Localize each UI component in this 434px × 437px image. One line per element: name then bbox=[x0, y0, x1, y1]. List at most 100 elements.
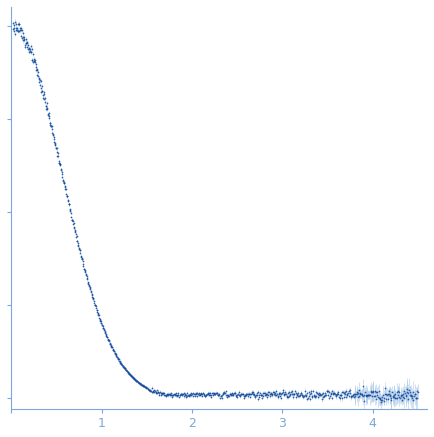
Point bbox=[321, 392, 328, 399]
Point bbox=[188, 391, 195, 398]
Point bbox=[221, 390, 228, 397]
Point bbox=[74, 239, 81, 246]
Point bbox=[177, 390, 184, 397]
Point bbox=[165, 390, 172, 397]
Point bbox=[371, 387, 378, 394]
Point bbox=[193, 391, 200, 398]
Point bbox=[382, 391, 389, 398]
Point bbox=[378, 399, 385, 406]
Point bbox=[265, 388, 272, 395]
Point bbox=[277, 390, 284, 397]
Point bbox=[281, 391, 288, 398]
Point bbox=[67, 210, 74, 217]
Point bbox=[163, 391, 170, 398]
Point bbox=[294, 392, 301, 399]
Point bbox=[390, 394, 397, 401]
Point bbox=[153, 388, 160, 395]
Point bbox=[135, 379, 142, 386]
Point bbox=[230, 390, 237, 397]
Point bbox=[174, 392, 181, 399]
Point bbox=[279, 388, 286, 395]
Point bbox=[86, 283, 93, 290]
Point bbox=[333, 393, 340, 400]
Point bbox=[38, 89, 45, 96]
Point bbox=[66, 205, 73, 212]
Point bbox=[335, 388, 342, 395]
Point bbox=[33, 64, 40, 71]
Point bbox=[359, 382, 366, 389]
Point bbox=[94, 309, 101, 316]
Point bbox=[242, 392, 249, 399]
Point bbox=[301, 392, 308, 399]
Point bbox=[85, 279, 92, 286]
Point bbox=[287, 392, 294, 399]
Point bbox=[77, 252, 84, 259]
Point bbox=[39, 87, 46, 94]
Point bbox=[135, 379, 142, 386]
Point bbox=[141, 383, 148, 390]
Point bbox=[223, 392, 230, 399]
Point bbox=[62, 184, 69, 191]
Point bbox=[260, 389, 266, 396]
Point bbox=[205, 391, 212, 398]
Point bbox=[83, 274, 90, 281]
Point bbox=[180, 390, 187, 397]
Point bbox=[367, 388, 374, 395]
Point bbox=[151, 388, 158, 395]
Point bbox=[279, 386, 286, 393]
Point bbox=[232, 389, 239, 396]
Point bbox=[154, 390, 161, 397]
Point bbox=[179, 392, 186, 399]
Point bbox=[277, 391, 284, 398]
Point bbox=[401, 395, 408, 402]
Point bbox=[201, 391, 207, 398]
Point bbox=[293, 393, 299, 400]
Point bbox=[27, 48, 34, 55]
Point bbox=[211, 390, 218, 397]
Point bbox=[362, 388, 368, 395]
Point bbox=[92, 301, 99, 308]
Point bbox=[164, 392, 171, 399]
Point bbox=[10, 27, 17, 34]
Point bbox=[315, 391, 322, 398]
Point bbox=[208, 392, 215, 399]
Point bbox=[377, 395, 384, 402]
Point bbox=[346, 392, 353, 399]
Point bbox=[364, 392, 371, 399]
Point bbox=[126, 371, 133, 378]
Point bbox=[365, 391, 372, 398]
Point bbox=[73, 237, 80, 244]
Point bbox=[167, 390, 174, 397]
Point bbox=[397, 392, 404, 399]
Point bbox=[122, 367, 129, 374]
Point bbox=[342, 391, 349, 398]
Point bbox=[259, 394, 266, 401]
Point bbox=[53, 145, 59, 152]
Point bbox=[318, 392, 325, 399]
Point bbox=[43, 105, 50, 112]
Point bbox=[352, 392, 358, 399]
Point bbox=[54, 153, 61, 160]
Point bbox=[298, 392, 305, 399]
Point bbox=[112, 350, 118, 357]
Point bbox=[100, 326, 107, 333]
Point bbox=[260, 392, 267, 399]
Point bbox=[80, 266, 87, 273]
Point bbox=[75, 242, 82, 249]
Point bbox=[47, 123, 54, 130]
Point bbox=[176, 393, 183, 400]
Point bbox=[69, 218, 76, 225]
Point bbox=[57, 161, 64, 168]
Point bbox=[120, 364, 127, 371]
Point bbox=[207, 389, 214, 396]
Point bbox=[371, 392, 378, 399]
Point bbox=[116, 358, 123, 365]
Point bbox=[209, 390, 216, 397]
Point bbox=[28, 48, 35, 55]
Point bbox=[345, 387, 352, 394]
Point bbox=[39, 91, 46, 98]
Point bbox=[325, 392, 332, 399]
Point bbox=[73, 234, 80, 241]
Point bbox=[407, 393, 414, 400]
Point bbox=[128, 373, 135, 380]
